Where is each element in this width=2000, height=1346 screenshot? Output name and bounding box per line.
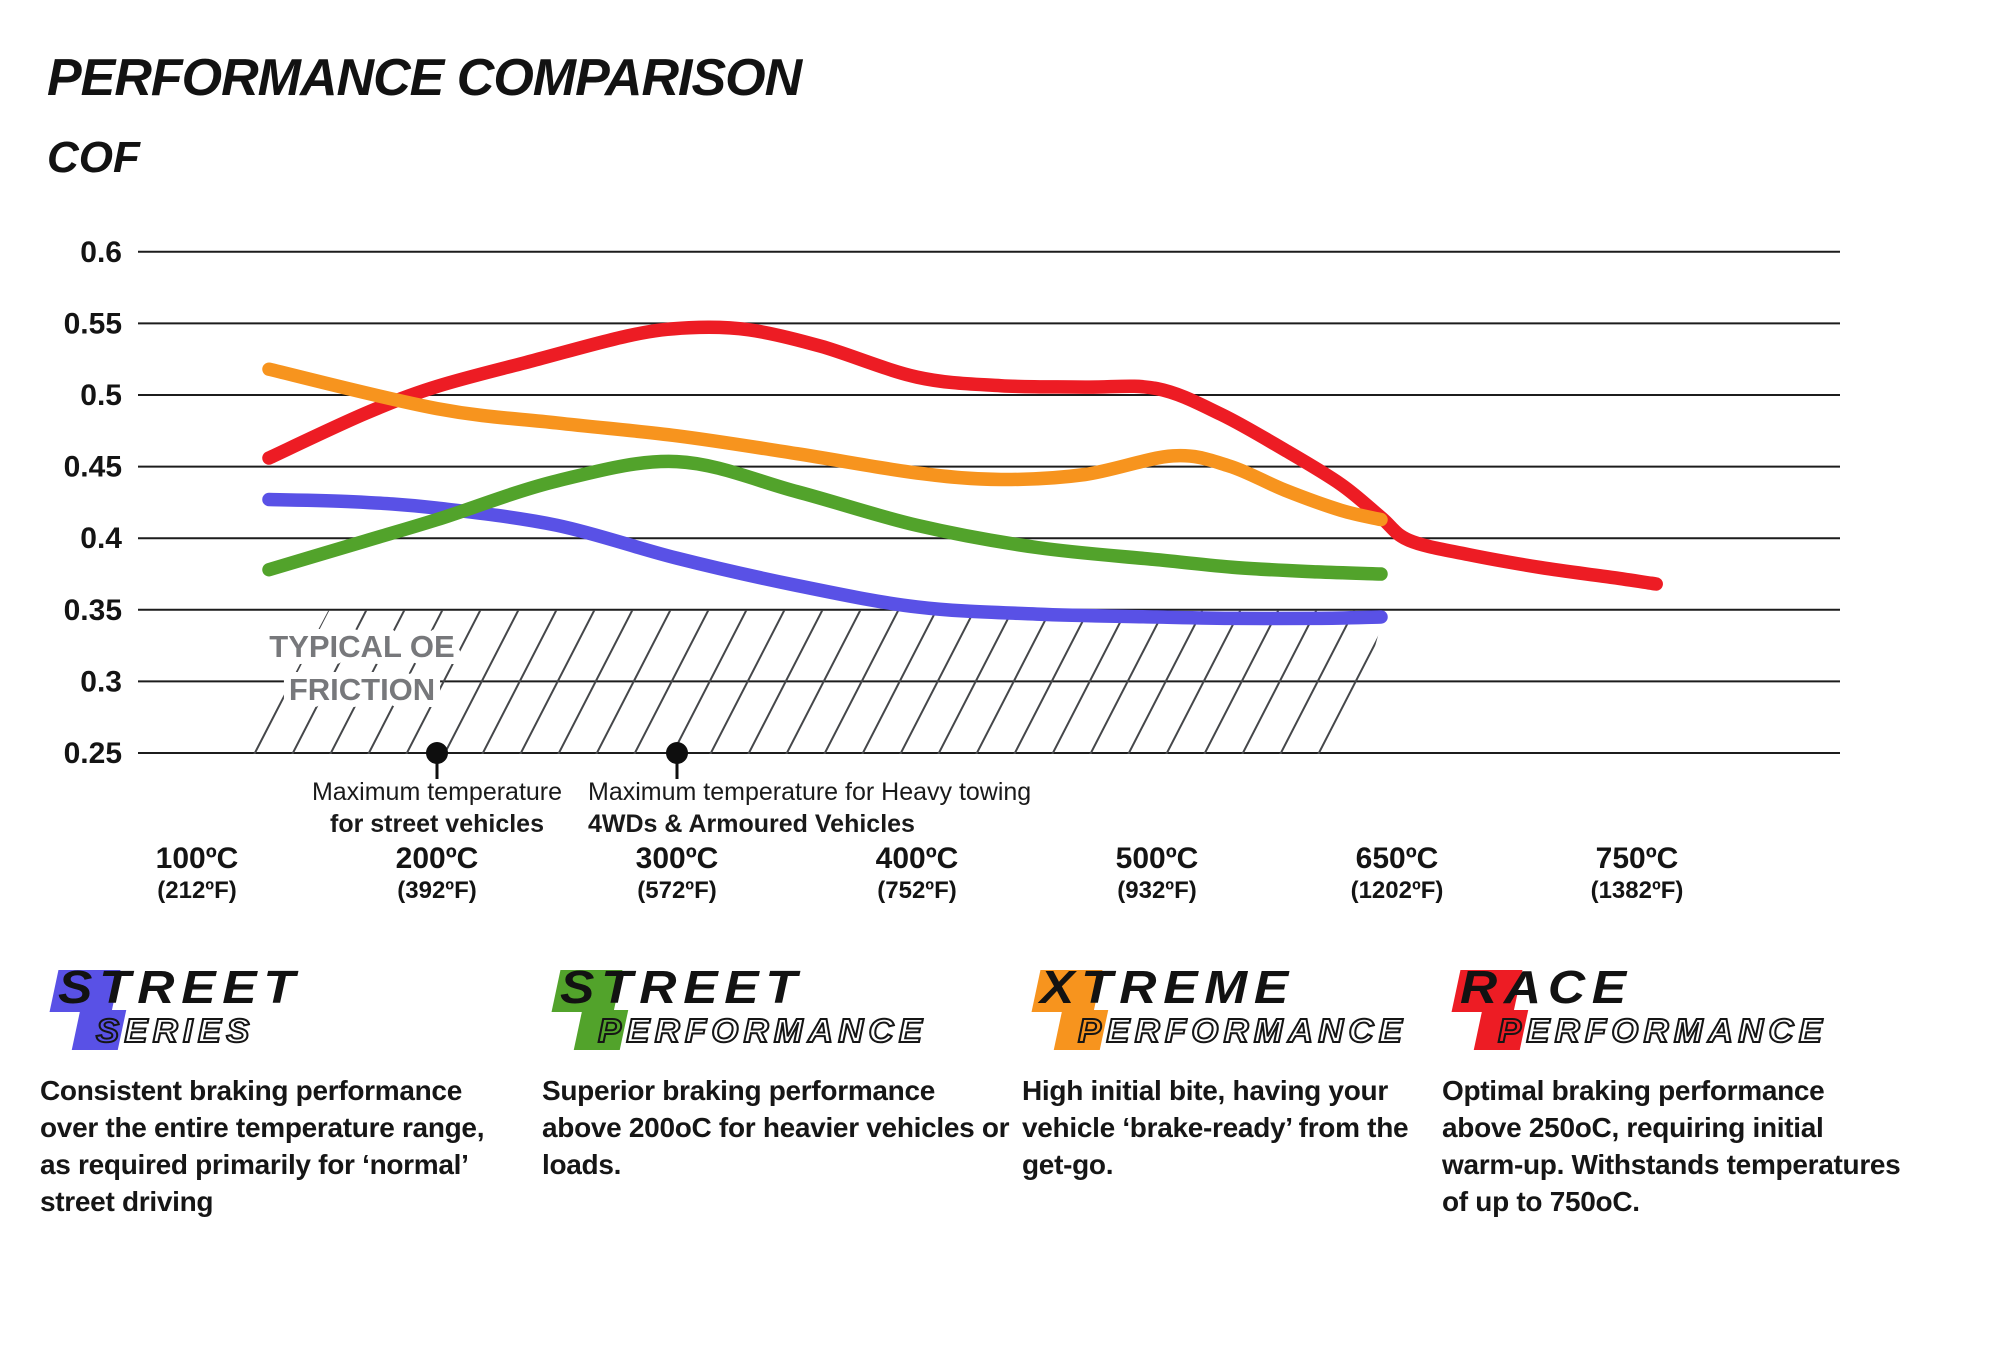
x-tick-fahrenheit: (392ºF): [397, 877, 476, 904]
x-tick-celsius: 400ºC: [876, 842, 959, 875]
legend-word1: STREET: [560, 961, 804, 1013]
hatch-line: [285, 610, 374, 754]
hatch-line: [627, 610, 716, 754]
y-tick-label: 0.4: [80, 522, 122, 555]
y-tick-label: 0.35: [64, 594, 122, 627]
x-axis-tick-labels: 100ºC(212ºF) 200ºC(392ºF) 300ºC(572ºF) 400º…: [156, 842, 1684, 904]
y-tick-label: 0.55: [64, 307, 122, 340]
legend-word2: PERFORMANCE: [1077, 1012, 1408, 1049]
hatch-line: [779, 610, 868, 754]
legend-description: Optimal braking performance above 250oC,…: [1442, 1075, 1901, 1217]
annotation-text-line1: Maximum temperature for Heavy towing: [588, 778, 1031, 806]
x-tick-celsius: 200ºC: [396, 842, 479, 875]
x-tick-celsius: 300ºC: [636, 842, 719, 875]
x-tick-fahrenheit: (752ºF): [877, 877, 956, 904]
page-title: PERFORMANCE COMPARISON: [47, 49, 804, 107]
x-tick-fahrenheit: (572ºF): [637, 877, 716, 904]
hatch-line: [817, 610, 906, 754]
legend-word1: STREET: [58, 961, 302, 1013]
hatch-line: [589, 610, 678, 754]
x-tick-celsius: 500ºC: [1116, 842, 1199, 875]
oe-band-label-line1: TYPICAL OE: [269, 629, 454, 664]
street-series-logo: STREET SERIES: [40, 962, 505, 1062]
street-performance-logo: STREET PERFORMANCE: [542, 962, 1017, 1062]
y-tick-label: 0.25: [64, 737, 122, 770]
hatch-line: [1083, 610, 1172, 754]
hatch-line: [703, 610, 792, 754]
hatch-line: [361, 610, 450, 754]
legend-description: Consistent braking performance over the …: [40, 1075, 485, 1217]
x-tick-celsius: 100ºC: [156, 842, 239, 875]
hatch-line: [665, 610, 754, 754]
legend-word2-initial: P: [1497, 1012, 1527, 1049]
annotation-marker-dot: [426, 742, 448, 764]
legend-word1: RACE: [1460, 961, 1633, 1013]
x-tick-celsius: 750ºC: [1596, 842, 1679, 875]
hatch-line: [1197, 610, 1286, 754]
hatch-line: [437, 610, 526, 754]
legend-card-race-performance: RACE PERFORMANCE Optimal braking perform…: [1442, 962, 1907, 1220]
hatch-line: [855, 610, 944, 754]
curve-race-performance: [262, 320, 1663, 591]
legend-card-street-series: STREET SERIES Consistent braking perform…: [40, 962, 505, 1220]
x-tick-fahrenheit: (932ºF): [1117, 877, 1196, 904]
annotation-marker-dot: [666, 742, 688, 764]
x-tick-fahrenheit: (1202ºF): [1351, 877, 1444, 904]
hatch-line: [399, 610, 488, 754]
curve-street-performance: [262, 454, 1388, 581]
legend-word2: SERIES: [95, 1012, 255, 1049]
y-tick-label: 0.3: [80, 665, 122, 698]
legend-description: High initial bite, having your vehicle ‘…: [1022, 1075, 1409, 1180]
data-curves: [262, 320, 1663, 626]
x-tick-fahrenheit: (1382ºF): [1591, 877, 1684, 904]
x-tick-celsius: 650ºC: [1356, 842, 1439, 875]
hatch-line: [1121, 610, 1210, 754]
legend-word2-rest: ERFORMANCE: [625, 1012, 928, 1049]
curve-street-series: [262, 492, 1388, 626]
legend-word2: PERFORMANCE: [597, 1012, 928, 1049]
hatch-line: [1273, 610, 1362, 754]
legend-word2-rest: ERFORMANCE: [1525, 1012, 1828, 1049]
oe-band-label-line2: FRICTION: [289, 672, 435, 707]
hatch-line: [741, 610, 830, 754]
legend-word2-initial: P: [597, 1012, 627, 1049]
hatch-line: [1007, 610, 1096, 754]
legend-word2: PERFORMANCE: [1497, 1012, 1828, 1049]
legend-word2-initial: S: [95, 1012, 125, 1049]
cof-temperature-chart: PERFORMANCE COMPARISON COF 0.6 0.55 0.5 0.4…: [47, 49, 1840, 904]
hatch-line: [893, 610, 982, 754]
hatch-line: [931, 610, 1020, 754]
hatch-line: [551, 610, 640, 754]
hatch-line: [252, 610, 336, 754]
race-performance-logo: RACE PERFORMANCE: [1442, 962, 1907, 1062]
legend-word2-rest: ERFORMANCE: [1105, 1012, 1408, 1049]
legend-card-xtreme-performance: XTREME PERFORMANCE High initial bite, ha…: [1022, 962, 1452, 1183]
annotation-text-line1: Maximum temperature: [312, 778, 562, 806]
legend-card-street-performance: STREET PERFORMANCE Superior braking perf…: [542, 962, 1017, 1183]
x-tick-fahrenheit: (212ºF): [157, 877, 236, 904]
hatch-line: [969, 610, 1058, 754]
hatch-line: [1159, 610, 1248, 754]
hatch-line: [1045, 610, 1134, 754]
legend-word2-initial: P: [1077, 1012, 1107, 1049]
y-tick-label: 0.5: [80, 379, 122, 412]
y-axis-title: COF: [47, 133, 141, 182]
y-tick-label: 0.6: [80, 236, 122, 269]
annotation-text-line2: 4WDs & Armoured Vehicles: [588, 810, 915, 838]
hatch-line: [323, 610, 412, 754]
hatch-line: [513, 610, 602, 754]
legend-word1: XTREME: [1040, 961, 1296, 1013]
temperature-annotations: Maximum temperature for street vehicles Ma…: [312, 742, 1031, 838]
xtreme-performance-logo: XTREME PERFORMANCE: [1022, 962, 1452, 1062]
hatch-line: [1235, 610, 1324, 754]
hatch-line: [475, 610, 564, 754]
legend-description: Superior braking performance above 200oC…: [542, 1075, 1010, 1180]
y-axis-tick-labels: 0.6 0.55 0.5 0.45 0.4 0.35 0.3 0.25: [64, 236, 123, 770]
y-tick-label: 0.45: [64, 451, 122, 484]
legend-word2-rest: ERIES: [123, 1012, 255, 1049]
curve-xtreme-performance: [262, 362, 1388, 527]
annotation-text-line2: for street vehicles: [330, 810, 544, 838]
